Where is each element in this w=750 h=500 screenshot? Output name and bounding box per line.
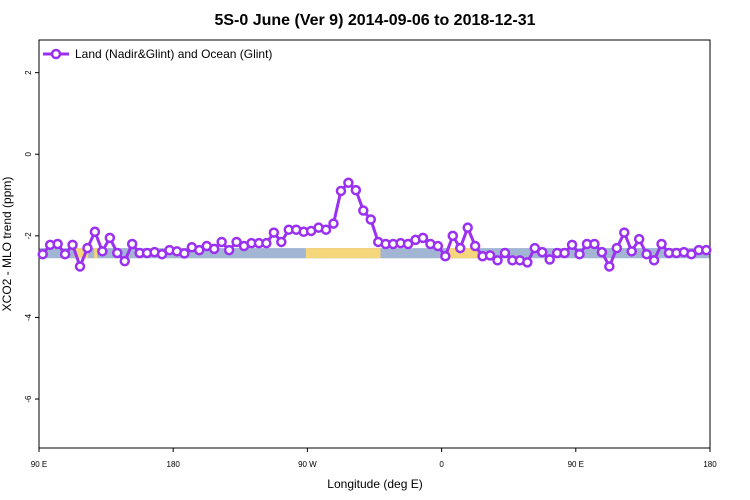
data-point xyxy=(82,242,93,254)
data-point xyxy=(156,248,168,260)
x-tick-label: 180 xyxy=(167,460,181,469)
data-point xyxy=(417,232,429,244)
x-tick-label: 90 W xyxy=(298,460,317,469)
y-tick-label: -4 xyxy=(24,313,33,321)
data-point xyxy=(648,255,660,266)
data-point xyxy=(656,238,667,250)
data-point xyxy=(469,240,481,252)
data-point xyxy=(112,247,123,259)
data-point xyxy=(589,238,600,250)
chart-title: 5S-0 June (Ver 9) 2014-09-06 to 2018-12-… xyxy=(214,12,535,29)
band-highlight-2 xyxy=(305,248,381,259)
data-point xyxy=(52,238,63,250)
data-point xyxy=(604,261,615,272)
data-point xyxy=(350,184,362,196)
data-point xyxy=(484,250,496,261)
data-point xyxy=(440,250,451,262)
data-point xyxy=(574,248,585,260)
data-point xyxy=(611,242,623,254)
data-point xyxy=(67,239,78,251)
data-point xyxy=(223,244,235,256)
data-point xyxy=(320,224,332,235)
y-axis: 2 0 -2 -4 -6 xyxy=(24,70,39,403)
data-point xyxy=(328,218,339,229)
x-axis-label: Longitude (deg E) xyxy=(327,477,422,491)
data-point xyxy=(462,222,473,233)
data-point xyxy=(335,185,347,197)
x-tick-label: 90 E xyxy=(568,460,584,469)
legend: Land (Nadir&Glint) and Ocean (Glint) xyxy=(43,47,272,61)
series-layer xyxy=(37,177,712,272)
legend-marker xyxy=(50,48,62,60)
data-point xyxy=(566,239,578,251)
data-point xyxy=(559,247,570,259)
data-point xyxy=(194,244,205,256)
data-point xyxy=(596,246,608,258)
data-point xyxy=(537,246,548,258)
data-point xyxy=(89,226,101,238)
data-point xyxy=(179,248,190,259)
data-point xyxy=(686,248,697,260)
y-tick-label: -6 xyxy=(24,395,33,403)
x-tick-label: 90 E xyxy=(31,460,47,469)
plot-frame xyxy=(38,39,711,449)
data-point xyxy=(208,243,220,255)
data-point xyxy=(74,261,86,272)
data-point xyxy=(432,240,444,252)
data-point xyxy=(701,244,712,256)
data-point xyxy=(529,242,541,254)
data-point xyxy=(641,248,652,260)
data-point xyxy=(276,236,287,248)
data-point xyxy=(492,255,503,266)
data-point xyxy=(619,227,630,238)
data-point xyxy=(358,205,369,216)
y-tick-label: 0 xyxy=(24,151,33,156)
data-point xyxy=(499,247,511,259)
data-point xyxy=(59,248,71,260)
data-point xyxy=(454,242,466,254)
y-tick-label: 2 xyxy=(24,70,33,75)
band-highlight-3 xyxy=(447,248,478,259)
data-point xyxy=(365,214,377,225)
band-highlight-0 xyxy=(74,248,89,259)
data-point xyxy=(268,227,280,238)
data-point xyxy=(544,254,555,265)
data-point xyxy=(447,230,459,242)
x-tick-label: 180 xyxy=(703,460,717,469)
y-tick-label: -2 xyxy=(24,232,33,240)
legend-label: Land (Nadir&Glint) and Ocean (Glint) xyxy=(75,47,272,61)
data-point xyxy=(37,248,48,260)
data-point xyxy=(126,238,138,250)
data-point xyxy=(97,246,108,257)
data-point xyxy=(402,238,414,250)
data-point xyxy=(626,246,637,257)
data-point xyxy=(261,237,272,249)
data-point xyxy=(119,255,130,267)
y-axis-label: XCO2 - MLO trend (ppm) xyxy=(0,177,14,312)
data-point xyxy=(633,233,645,245)
band-highlight-1 xyxy=(94,248,98,259)
x-tick-label: 0 xyxy=(439,460,444,469)
data-point xyxy=(104,232,116,244)
x-axis: 90 E 180 90 W 0 90 E 180 xyxy=(31,448,717,469)
data-point xyxy=(216,236,227,248)
background-band xyxy=(39,248,710,259)
data-point xyxy=(343,177,354,189)
data-point xyxy=(231,236,242,248)
data-point xyxy=(522,257,533,268)
